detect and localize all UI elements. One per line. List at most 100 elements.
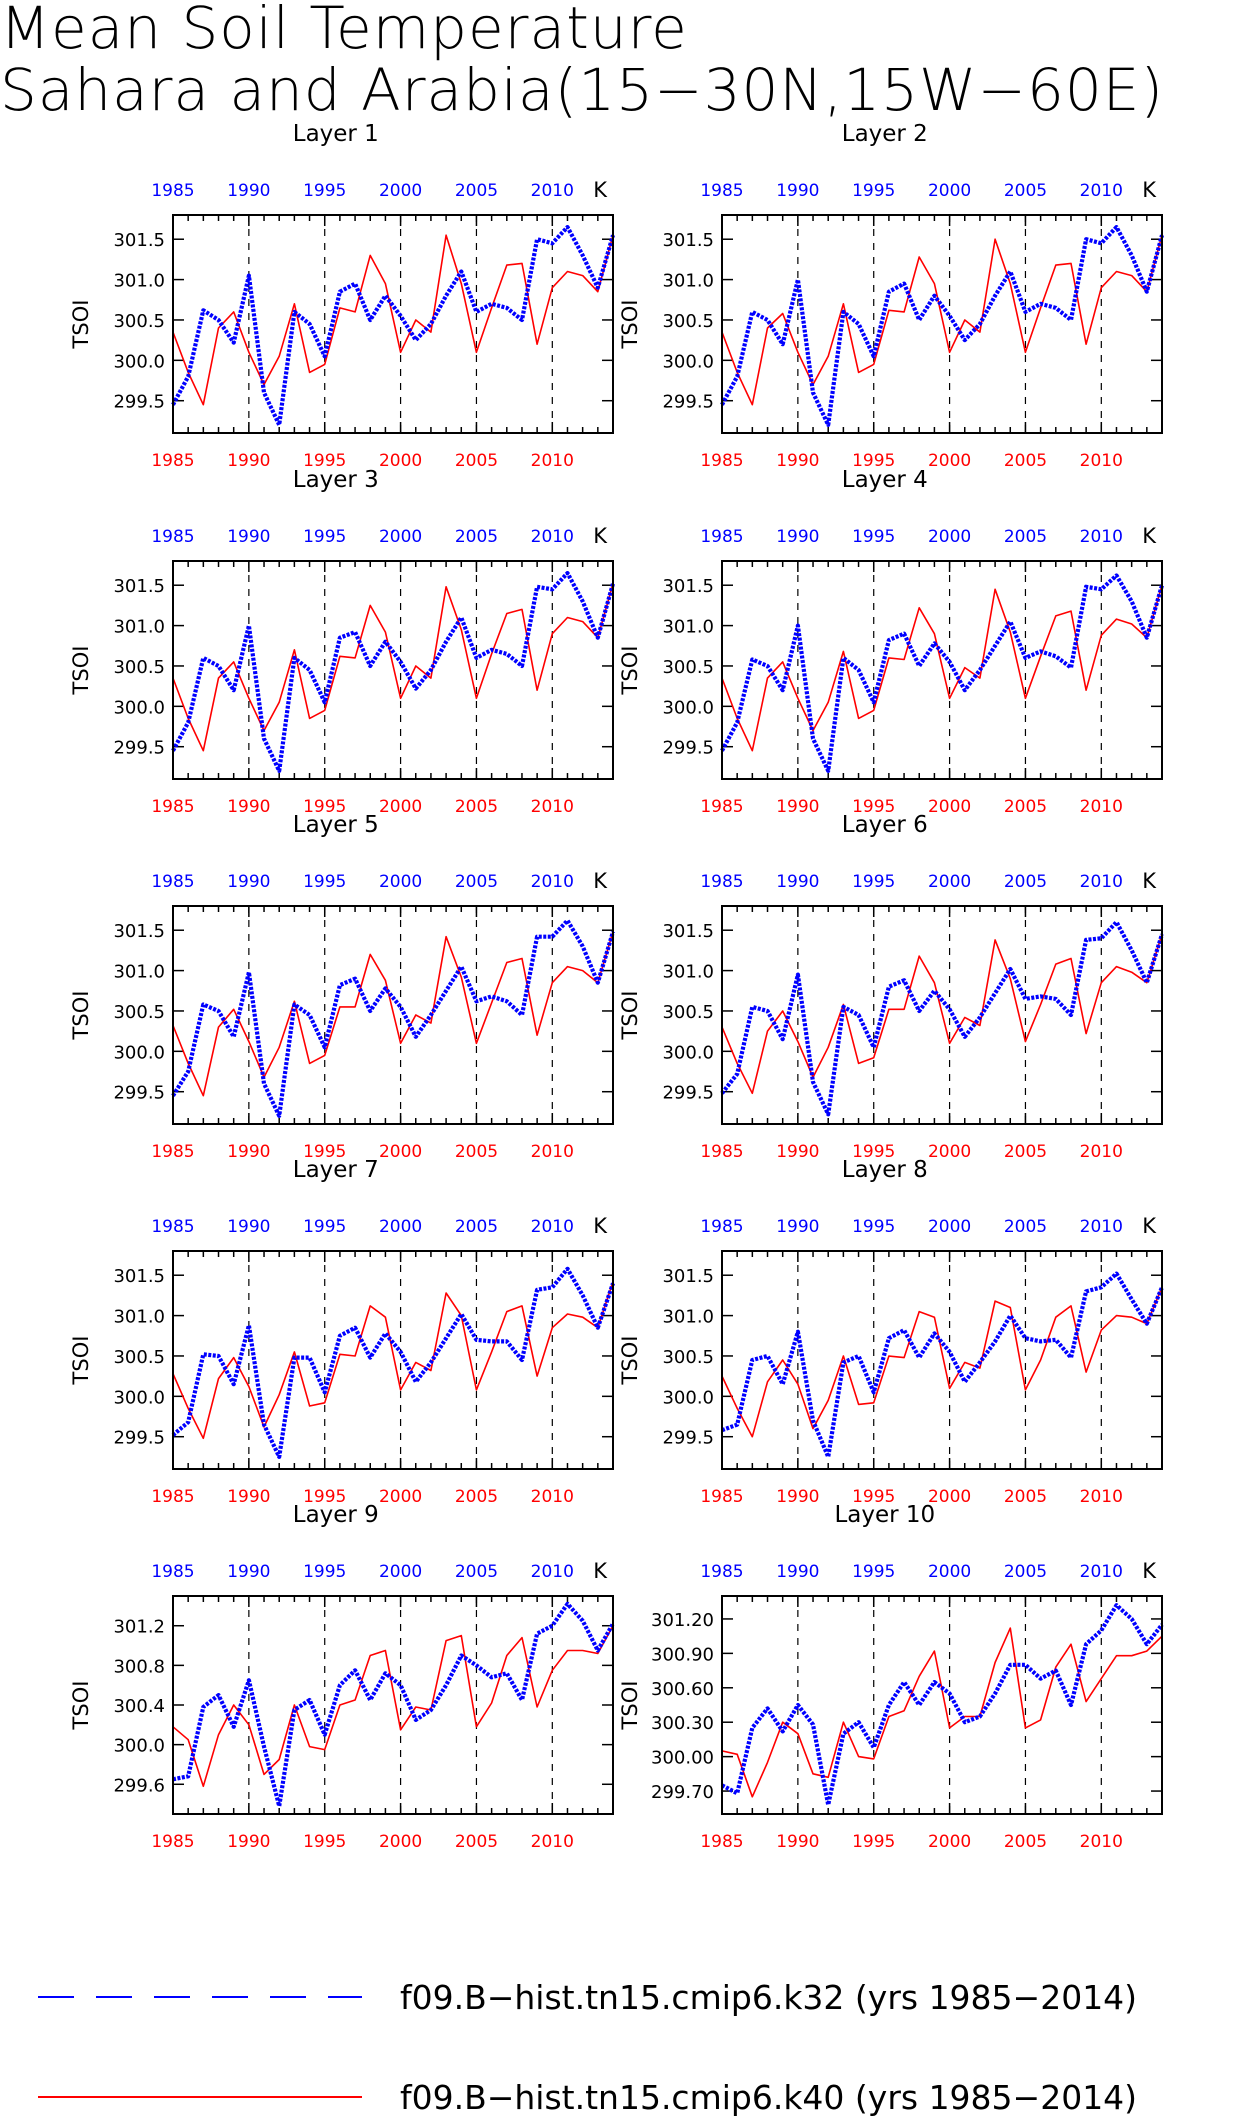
x-tick-label-top: 1985 — [700, 181, 743, 201]
y-tick-label: 300.30 — [651, 1713, 714, 1734]
x-tick-label-top: 1990 — [776, 1562, 819, 1582]
x-tick-label-bottom: 1990 — [227, 797, 270, 817]
x-tick-label-top: 1990 — [227, 1217, 270, 1237]
plot-frame — [172, 214, 614, 434]
x-tick-label-top: 1990 — [776, 181, 819, 201]
x-tick-label-bottom: 2010 — [1080, 451, 1123, 471]
y-tick-label: 299.6 — [113, 1775, 165, 1796]
panel-3: Layer 3 K TSOI 299.5 300.0 300.5 301.0 301.5 198… — [69, 467, 616, 817]
x-tick-label-top: 2000 — [379, 872, 422, 892]
y-tick-label: 300.90 — [651, 1644, 714, 1665]
x-tick-label-bottom: 1990 — [776, 1142, 819, 1162]
y-tick-label: 301.5 — [113, 230, 165, 251]
x-tick-label-top: 2000 — [379, 1562, 422, 1582]
y-axis-label: TSOI — [69, 300, 93, 350]
x-tick-label-bottom: 1995 — [303, 1142, 346, 1162]
x-tick-label-top: 2000 — [928, 872, 971, 892]
x-tick-label-bottom: 2005 — [1004, 1832, 1047, 1852]
x-tick-label-top: 2010 — [531, 181, 574, 201]
panel-title: Layer 9 — [293, 1502, 379, 1528]
x-tick-label-top: 2010 — [531, 872, 574, 892]
y-tick-label: 301.5 — [662, 1266, 714, 1287]
x-tick-label-bottom: 2010 — [1080, 1142, 1123, 1162]
y-tick-label: 300.60 — [651, 1679, 714, 1700]
y-tick-label: 301.0 — [113, 617, 165, 638]
y-tick-label: 300.5 — [113, 1002, 165, 1023]
plot-frame — [172, 1595, 614, 1815]
x-tick-label-bottom: 1985 — [700, 1487, 743, 1507]
x-tick-label-bottom: 2005 — [1004, 1142, 1047, 1162]
y-tick-label: 299.5 — [113, 392, 165, 413]
x-tick-label-bottom: 2010 — [1080, 1487, 1123, 1507]
y-axis-label: TSOI — [618, 300, 642, 350]
x-tick-label-top: 2010 — [531, 1562, 574, 1582]
x-tick-label-top: 1990 — [776, 527, 819, 547]
x-tick-label-top: 1985 — [151, 872, 194, 892]
series-line-k32 — [721, 1603, 1164, 1807]
y-tick-label: 300.00 — [651, 1748, 714, 1769]
figure-title-line1: Mean Soil Temperature — [0, 0, 688, 62]
x-tick-label-bottom: 2005 — [455, 1832, 498, 1852]
x-tick-label-top: 1985 — [151, 1562, 194, 1582]
x-tick-label-bottom: 2010 — [1080, 797, 1123, 817]
series-line-k32 — [172, 1601, 615, 1809]
panel-title: Layer 8 — [842, 1157, 928, 1183]
panel-title: Layer 2 — [842, 121, 928, 147]
legend: f09.B−hist.tn15.cmip6.k32 (yrs 1985−2014… — [38, 1978, 1137, 2117]
x-tick-label-top: 1985 — [700, 1562, 743, 1582]
x-tick-label-top: 1995 — [303, 1562, 346, 1582]
x-tick-label-top: 1985 — [700, 1217, 743, 1237]
plot-frame — [172, 905, 614, 1125]
x-tick-label-top: 1990 — [227, 527, 270, 547]
x-tick-label-bottom: 1995 — [303, 797, 346, 817]
x-tick-label-top: 2000 — [928, 527, 971, 547]
x-tick-label-bottom: 2000 — [928, 1832, 971, 1852]
x-tick-label-bottom: 1995 — [852, 1487, 895, 1507]
y-tick-label: 300.0 — [662, 697, 714, 718]
x-tick-label-top: 2010 — [531, 527, 574, 547]
y-tick-label: 301.0 — [113, 271, 165, 292]
y-tick-label: 299.5 — [113, 1428, 165, 1449]
panel-8: Layer 8 K TSOI 299.5 300.0 300.5 301.0 301.5 198… — [618, 1157, 1164, 1507]
y-axis-label: TSOI — [618, 991, 642, 1041]
x-tick-label-top: 2005 — [1004, 872, 1047, 892]
x-tick-label-top: 2000 — [928, 1217, 971, 1237]
y-tick-label: 300.5 — [113, 1347, 165, 1368]
x-tick-label-top: 2005 — [1004, 1562, 1047, 1582]
x-tick-label-bottom: 2000 — [379, 1832, 422, 1852]
y-tick-label: 300.0 — [662, 1042, 714, 1063]
legend-label: f09.B−hist.tn15.cmip6.k32 (yrs 1985−2014… — [400, 1978, 1137, 2017]
y-tick-label: 300.5 — [662, 657, 714, 678]
units-label: K — [593, 524, 608, 548]
y-tick-label: 300.0 — [113, 1387, 165, 1408]
series-line-k40 — [721, 1627, 1163, 1798]
x-tick-label-bottom: 2005 — [455, 451, 498, 471]
x-tick-label-bottom: 2010 — [531, 451, 574, 471]
y-tick-label: 299.5 — [662, 738, 714, 759]
y-tick-label: 301.5 — [662, 576, 714, 597]
panel-1: Layer 1 K TSOI 299.5 300.0 300.5 301.0 301.5 198… — [69, 121, 616, 471]
x-tick-label-bottom: 2005 — [1004, 451, 1047, 471]
plot-frame — [721, 1595, 1163, 1815]
x-tick-label-bottom: 2000 — [928, 451, 971, 471]
units-label: K — [1142, 1559, 1157, 1583]
panel-6: Layer 6 K TSOI 299.5 300.0 300.5 301.0 301.5 198… — [618, 812, 1165, 1162]
x-tick-label-bottom: 1985 — [700, 1832, 743, 1852]
x-tick-label-top: 2005 — [1004, 527, 1047, 547]
x-tick-label-bottom: 1990 — [227, 451, 270, 471]
x-tick-label-bottom: 1995 — [303, 1832, 346, 1852]
series-line-k40 — [172, 1281, 614, 1440]
x-tick-label-top: 1985 — [151, 1217, 194, 1237]
panel-title: Layer 4 — [842, 467, 928, 493]
x-tick-label-bottom: 1995 — [852, 451, 895, 471]
series-line-k40 — [721, 1286, 1163, 1438]
x-tick-label-bottom: 2005 — [1004, 1487, 1047, 1507]
x-tick-label-top: 1995 — [852, 1217, 895, 1237]
x-tick-label-bottom: 1990 — [776, 451, 819, 471]
x-tick-label-bottom: 1990 — [776, 797, 819, 817]
x-tick-label-bottom: 2000 — [928, 1142, 971, 1162]
panel-title: Layer 5 — [293, 812, 379, 838]
x-tick-label-bottom: 2000 — [928, 797, 971, 817]
y-tick-label: 300.5 — [113, 657, 165, 678]
